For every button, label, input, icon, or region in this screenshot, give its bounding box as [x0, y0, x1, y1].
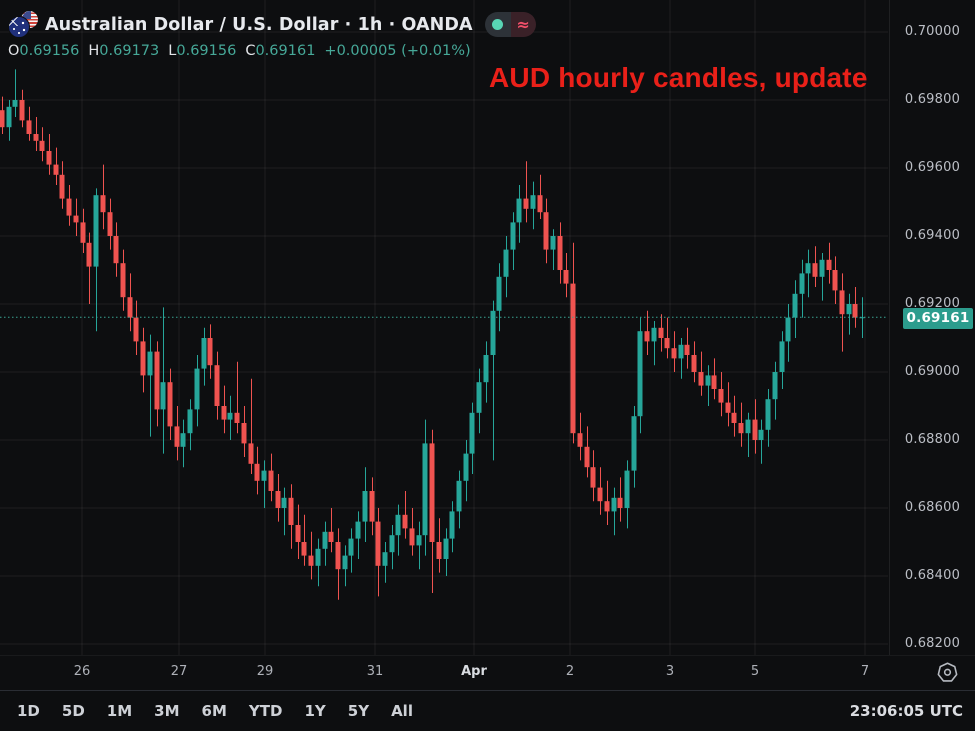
- price-tick-label: 0.68400: [904, 568, 961, 583]
- time-tick-label: 29: [256, 664, 274, 679]
- ohlc-low-value: 0.69156: [176, 43, 237, 59]
- range-button-3m[interactable]: 3M: [154, 702, 180, 720]
- last-price-label: 0.69161: [903, 308, 973, 330]
- ohlc-low-label: L: [168, 43, 177, 59]
- ohlc-open-label: O: [8, 43, 20, 59]
- range-button-all[interactable]: All: [391, 702, 413, 720]
- time-axis[interactable]: 26 27 29 31 Apr 2 3 5 7: [0, 655, 975, 691]
- time-tick-label: 26: [73, 664, 91, 679]
- chart-settings-button[interactable]: [934, 659, 960, 685]
- chart-region[interactable]: 0.70000 0.69800 0.69600 0.69400 0.69200 0.690…: [0, 0, 975, 655]
- price-tick-label: 0.69200: [904, 296, 961, 311]
- range-button-1m[interactable]: 1M: [106, 702, 133, 720]
- price-tick-label: 0.69000: [904, 364, 961, 379]
- range-button-ytd[interactable]: YTD: [248, 702, 283, 720]
- price-tick-label: 0.69600: [904, 160, 961, 175]
- settings-gear-icon: [937, 661, 957, 682]
- ohlc-change-pct: (+0.01%): [401, 43, 471, 59]
- time-tick-label: 2: [565, 664, 575, 679]
- ohlc-change: +0.00005: [324, 43, 397, 59]
- price-tick-label: 0.69400: [904, 228, 961, 243]
- time-tick-label: 3: [665, 664, 675, 679]
- range-buttons: 1D 5D 1M 3M 6M YTD 1Y 5Y All: [0, 698, 422, 724]
- time-tick-label: 5: [750, 664, 760, 679]
- time-tick-label: 31: [366, 664, 384, 679]
- range-button-5y[interactable]: 5Y: [347, 702, 370, 720]
- range-button-1d[interactable]: 1D: [17, 702, 40, 720]
- au-flag-icon: [8, 16, 30, 38]
- ohlc-open-value: 0.69156: [19, 43, 80, 59]
- price-tick-label: 0.68200: [904, 636, 961, 651]
- market-status-pill[interactable]: ≈: [484, 12, 536, 37]
- market-open-dot-icon: [492, 19, 504, 30]
- ohlc-high-label: H: [88, 43, 100, 59]
- range-button-5d[interactable]: 5D: [61, 702, 85, 720]
- price-axis[interactable]: 0.70000 0.69800 0.69600 0.69400 0.69200 0.690…: [890, 0, 975, 655]
- delayed-data-icon[interactable]: ≈: [510, 12, 536, 37]
- market-open-indicator[interactable]: [484, 12, 511, 37]
- annotation-text: AUD hourly candles, update: [489, 62, 868, 93]
- ohlc-close-label: C: [245, 43, 256, 59]
- range-button-1y[interactable]: 1Y: [304, 702, 326, 720]
- time-tick-label: Apr: [461, 664, 487, 679]
- ohlc-row: O0.69156 H0.69173 L0.69156 C0.69161 +0.00005…: [8, 43, 471, 59]
- candlestick-chart[interactable]: [0, 0, 975, 655]
- time-tick-label: 7: [860, 664, 870, 679]
- price-tick-label: 0.69800: [904, 92, 961, 107]
- ohlc-close-value: 0.69161: [255, 43, 316, 59]
- clock-utc[interactable]: 23:06:05 UTC: [849, 702, 963, 720]
- us-flag-canton: [22, 11, 31, 19]
- time-tick-label: 27: [170, 664, 188, 679]
- price-tick-label: 0.68800: [904, 432, 961, 447]
- price-tick-label: 0.70000: [904, 24, 961, 39]
- price-tick-label: 0.68600: [904, 500, 961, 515]
- audusd-flag-icon: [8, 11, 38, 38]
- ohlc-high-value: 0.69173: [99, 43, 160, 59]
- bottom-toolbar: 1D 5D 1M 3M 6M YTD 1Y 5Y All 23:06:05 UTC: [0, 690, 975, 731]
- chart-header: Australian Dollar / U.S. Dollar · 1h · O…: [8, 11, 536, 38]
- range-button-6m[interactable]: 6M: [201, 702, 227, 720]
- symbol-title[interactable]: Australian Dollar / U.S. Dollar · 1h · O…: [45, 14, 473, 35]
